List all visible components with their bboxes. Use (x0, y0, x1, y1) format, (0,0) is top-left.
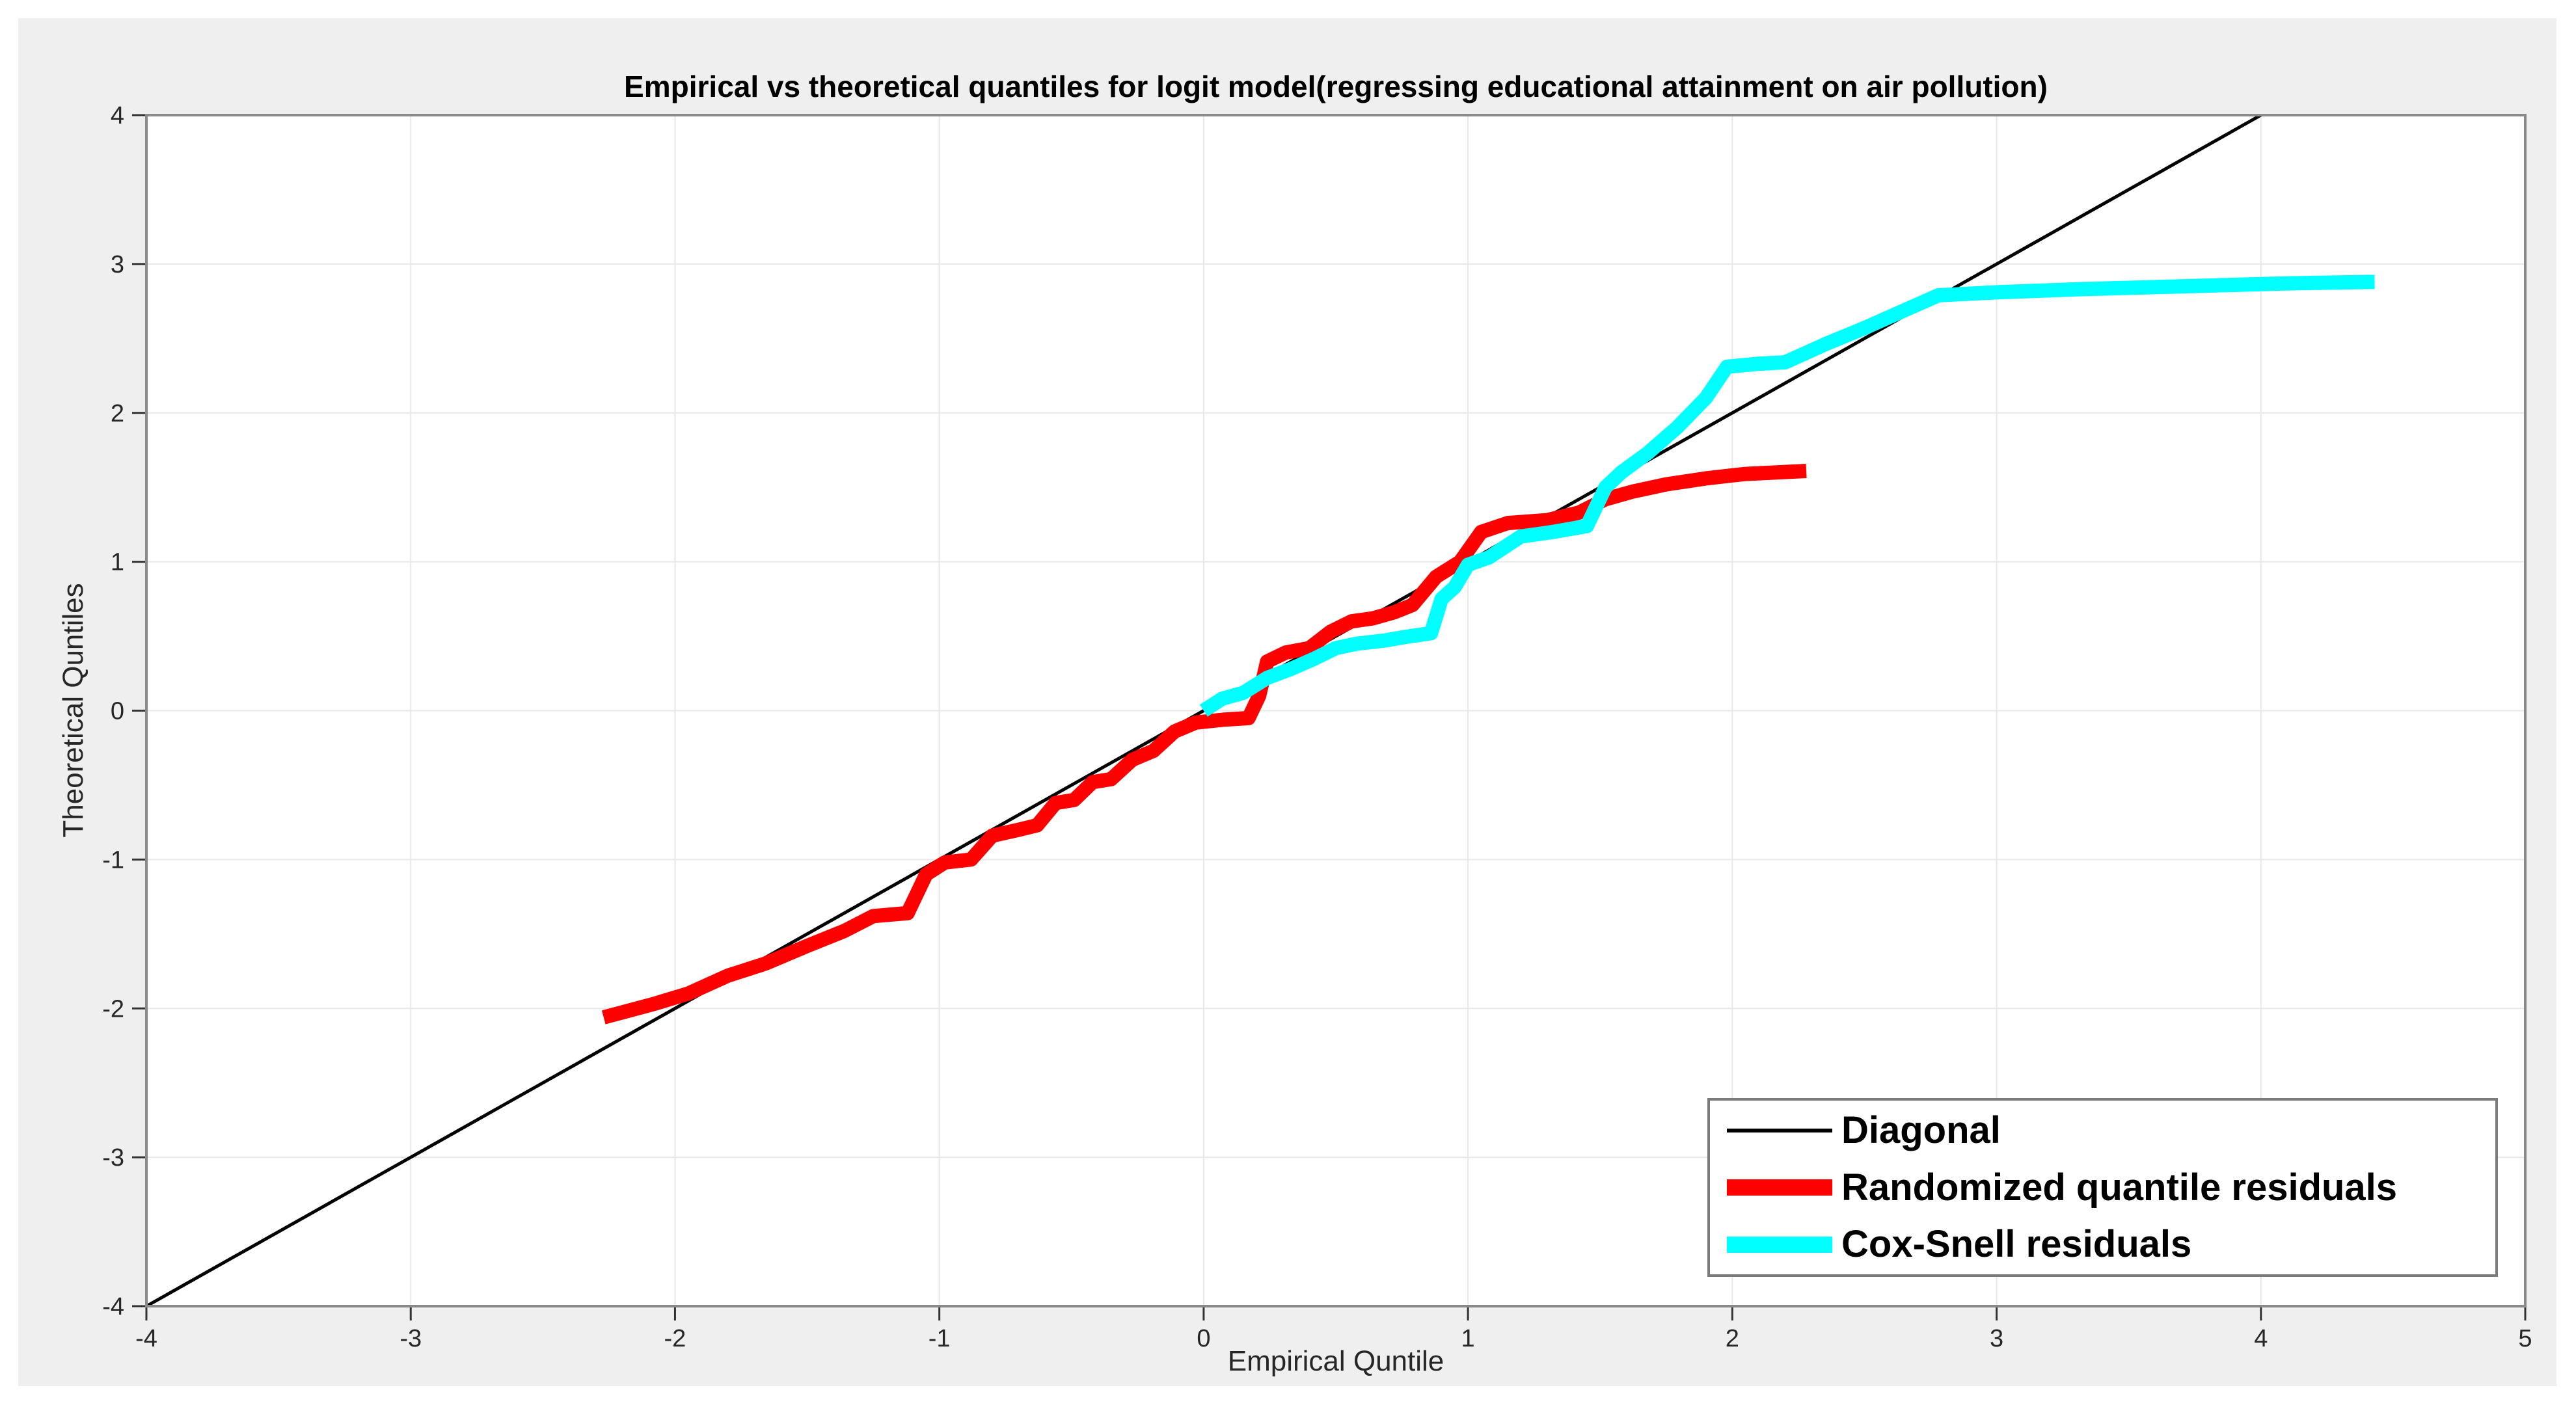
x-tick-label: -1 (929, 1325, 951, 1352)
legend: Diagonal Randomized quantile residuals C… (1707, 1098, 2498, 1277)
y-tick-label: -3 (102, 1144, 124, 1172)
y-tick-label: -1 (102, 846, 124, 874)
legend-item-randomized-quantile-residuals: Randomized quantile residuals (1727, 1160, 2495, 1215)
legend-swatch-diagonal-line (1727, 1128, 1832, 1132)
x-axis-label: Empirical Quntile (1227, 1345, 1444, 1377)
legend-swatch-red-line (1727, 1179, 1832, 1196)
plot-area: -4 -3 -2 -1 0 1 2 3 4 5 -4 -3 -2 -1 0 1 2 3 4 (102, 102, 2532, 1352)
y-axis-label: Theoretical Quntiles (57, 583, 89, 838)
legend-item-diagonal: Diagonal (1727, 1103, 2495, 1158)
legend-item-cox-snell-residuals: Cox-Snell residuals (1727, 1217, 2495, 1272)
figure-canvas: -4 -3 -2 -1 0 1 2 3 4 5 -4 -3 -2 -1 0 1 2 3 4 Empirical vs… (18, 18, 2556, 1386)
y-tick-label: 3 (111, 251, 124, 278)
x-tick-label: -2 (664, 1325, 686, 1352)
x-tick-label: 0 (1197, 1325, 1210, 1352)
y-tick-label: -4 (102, 1293, 124, 1320)
x-tick-label: 4 (2254, 1325, 2268, 1352)
series-line-1 (601, 464, 1807, 1025)
x-tick-label: 3 (1990, 1325, 2003, 1352)
x-tick-label: 2 (1726, 1325, 1739, 1352)
legend-label: Cox-Snell residuals (1841, 1223, 2192, 1266)
series-line-2 (1199, 275, 2375, 717)
y-tick-label: 1 (111, 549, 124, 576)
y-tick-label: 0 (111, 698, 124, 725)
x-tick-label: 1 (1461, 1325, 1475, 1352)
x-tick-label: 5 (2518, 1325, 2532, 1352)
chart-title: Empirical vs theoretical quantiles for l… (624, 70, 2048, 103)
legend-swatch-cyan-line (1727, 1236, 1832, 1253)
legend-label: Randomized quantile residuals (1841, 1166, 2398, 1209)
y-tick-label: -2 (102, 995, 124, 1023)
y-tick-label: 2 (111, 400, 124, 427)
axes-frame (145, 114, 2527, 1307)
legend-label: Diagonal (1841, 1108, 2001, 1151)
y-tick-label: 4 (111, 102, 124, 129)
x-tick-label: -4 (135, 1325, 157, 1352)
x-tick-label: -3 (400, 1325, 422, 1352)
